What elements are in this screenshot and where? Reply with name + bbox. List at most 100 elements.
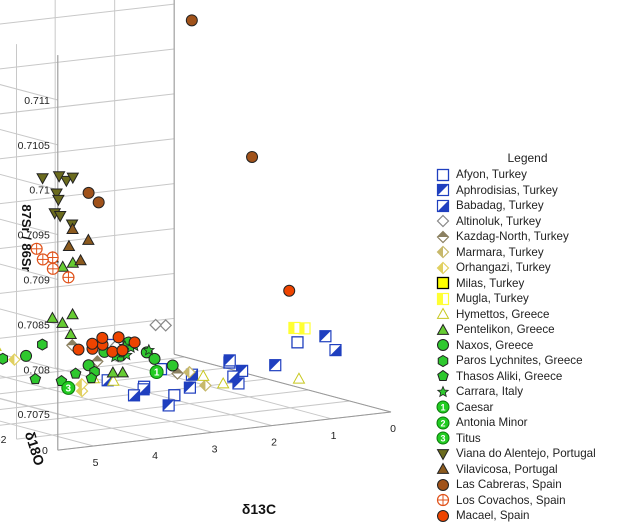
back-wall-grid-line <box>0 183 175 205</box>
legend-entry: Babadag, Turkey <box>436 198 619 214</box>
z-tick-label: 0.71 <box>29 185 50 197</box>
side-wall-grid-line <box>0 308 58 325</box>
legend-marker: 3 <box>436 431 450 445</box>
legend-entry: Las Cabreras, Spain <box>436 477 619 493</box>
data-point <box>50 188 63 200</box>
back-wall-grid-line <box>0 3 175 25</box>
data-point <box>149 364 164 379</box>
legend-label: Orhangazi, Turkey <box>456 261 551 274</box>
data-point: 2 <box>440 418 445 428</box>
legend-entry: Carrara, Italy <box>436 384 619 400</box>
data-point <box>437 339 449 352</box>
legend-entry: Mugla, Turkey <box>436 291 619 307</box>
data-point <box>283 284 296 297</box>
data-point: 3 <box>66 383 72 394</box>
legend-label: Antonia Minor <box>456 416 528 429</box>
legend-marker <box>436 494 450 507</box>
z-tick-label: 0.7075 <box>18 409 50 421</box>
z-tick-label: 0.7095 <box>18 230 50 242</box>
legend-marker <box>437 354 449 367</box>
legend-label: Altinoluk, Turkey <box>456 214 542 228</box>
box-edge <box>174 353 392 413</box>
z-axis-title: 87Sr / 86Sr <box>19 204 34 271</box>
x-tick-label: 1 <box>331 430 337 442</box>
data-point <box>185 14 198 27</box>
data-point <box>149 318 162 332</box>
data-point: 1 <box>154 367 160 378</box>
legend-marker <box>436 184 450 197</box>
plot-grid <box>0 0 392 451</box>
y-axis-title: δ18O <box>22 429 48 467</box>
data-point <box>20 349 33 362</box>
x-tick-label: 5 <box>93 457 99 469</box>
legend-entry: Altinoluk, Turkey <box>436 214 619 230</box>
floor-grid-line <box>0 389 309 426</box>
data-point <box>246 150 259 163</box>
data-point <box>196 369 210 381</box>
data-point <box>163 399 175 411</box>
data-point <box>183 366 190 378</box>
legend-marker <box>436 323 450 335</box>
back-wall-grid-line <box>0 138 175 160</box>
data-point <box>159 319 173 332</box>
data-points: 123 <box>0 14 342 412</box>
data-point <box>291 336 304 349</box>
data-point <box>199 379 206 391</box>
axis-ticks: 0.7075 0.708 0.7085 0.709 0.7095 0.71 0.7105 0.… <box>0 95 396 469</box>
legend-label: Los Covachos, Spain <box>456 493 566 507</box>
x-tick-label: 2 <box>271 437 277 449</box>
legend-entry: Hymettos, Greece <box>436 307 619 323</box>
data-point <box>436 431 450 445</box>
back-wall-grid-line <box>0 228 175 249</box>
legend-marker <box>436 277 450 290</box>
data-point <box>436 307 450 320</box>
data-point <box>227 371 239 383</box>
data-point <box>72 343 85 356</box>
legend-label: Marmara, Turkey <box>456 245 544 259</box>
data-point <box>74 253 87 266</box>
data-point: 1 <box>440 403 445 413</box>
data-point <box>436 214 450 228</box>
legend-marker <box>436 230 450 244</box>
legend-label: Paros Lychnites, Greece <box>456 354 583 367</box>
data-point <box>436 416 450 430</box>
data-point <box>37 338 48 351</box>
legend-marker <box>437 370 449 382</box>
data-point <box>437 200 449 212</box>
data-point <box>82 233 95 245</box>
y-tick-label: -2 <box>0 434 7 446</box>
data-point <box>166 359 179 372</box>
data-point <box>112 331 125 344</box>
data-point <box>116 344 129 357</box>
legend-entry: Marmara, Turkey <box>436 245 619 261</box>
z-tick-label: 0.7085 <box>18 319 50 331</box>
legend-entry: 1 Caesar <box>436 400 619 416</box>
legend-entry: Macael, Spain <box>436 508 619 524</box>
data-point <box>8 354 15 366</box>
legend-entry: Los Covachos, Spain <box>436 493 619 509</box>
legend-label: Aphrodisias, Turkey <box>456 183 558 197</box>
data-point <box>36 173 49 185</box>
legend-entry: 3 Titus <box>436 431 619 447</box>
legend-entry: Vilavicosa, Portugal <box>436 462 619 478</box>
legend-label: Thasos Aliki, Greece <box>456 369 563 383</box>
data-point <box>56 316 69 328</box>
data-point <box>85 372 98 384</box>
data-point <box>436 168 450 181</box>
data-point <box>66 222 79 234</box>
data-point <box>0 352 9 365</box>
data-point <box>69 367 82 379</box>
data-point <box>437 262 443 274</box>
legend-entry: Aphrodisias, Turkey <box>436 183 619 199</box>
x-axis-title: δ13C <box>242 501 276 517</box>
data-point <box>436 323 450 335</box>
data-point <box>64 327 78 340</box>
legend-entry: Kazdag-North, Turkey <box>436 229 619 245</box>
side-wall-grid-line <box>0 263 58 280</box>
floor-grid-line <box>0 356 185 379</box>
legend-marker <box>437 339 449 352</box>
legend-label: Vilavicosa, Portugal <box>456 462 558 476</box>
legend-label: Mugla, Turkey <box>456 292 529 305</box>
data-point <box>91 355 103 362</box>
